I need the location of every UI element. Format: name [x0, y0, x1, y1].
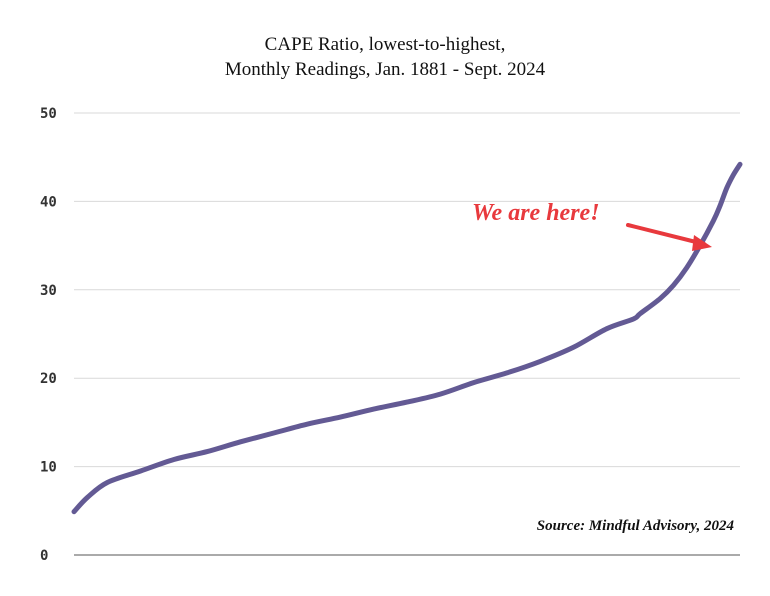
y-tick-label: 0 [40, 548, 48, 564]
arrow-shaft [626, 223, 706, 246]
y-axis-tick-labels: 0 10 20 30 40 50 [40, 106, 57, 564]
y-tick-label: 30 [40, 283, 57, 299]
y-tick-label: 20 [40, 371, 57, 387]
y-tick-label: 50 [40, 106, 57, 122]
we-are-here-annotation: We are here! [472, 200, 600, 226]
y-tick-label: 10 [40, 460, 57, 476]
source-note: Source: Mindful Advisory, 2024 [537, 518, 735, 534]
arrow-head [692, 235, 712, 251]
chart-title: CAPE Ratio, lowest-to-highest, Monthly R… [0, 32, 770, 82]
annotation-arrow [626, 223, 712, 251]
chart-title-line-1: CAPE Ratio, lowest-to-highest, [264, 34, 506, 55]
y-tick-label: 40 [40, 194, 57, 210]
cape-ratio-line [71, 161, 743, 515]
chart-title-line-2: Monthly Readings, Jan. 1881 - Sept. 2024 [224, 59, 546, 80]
grid-lines [74, 112, 740, 556]
